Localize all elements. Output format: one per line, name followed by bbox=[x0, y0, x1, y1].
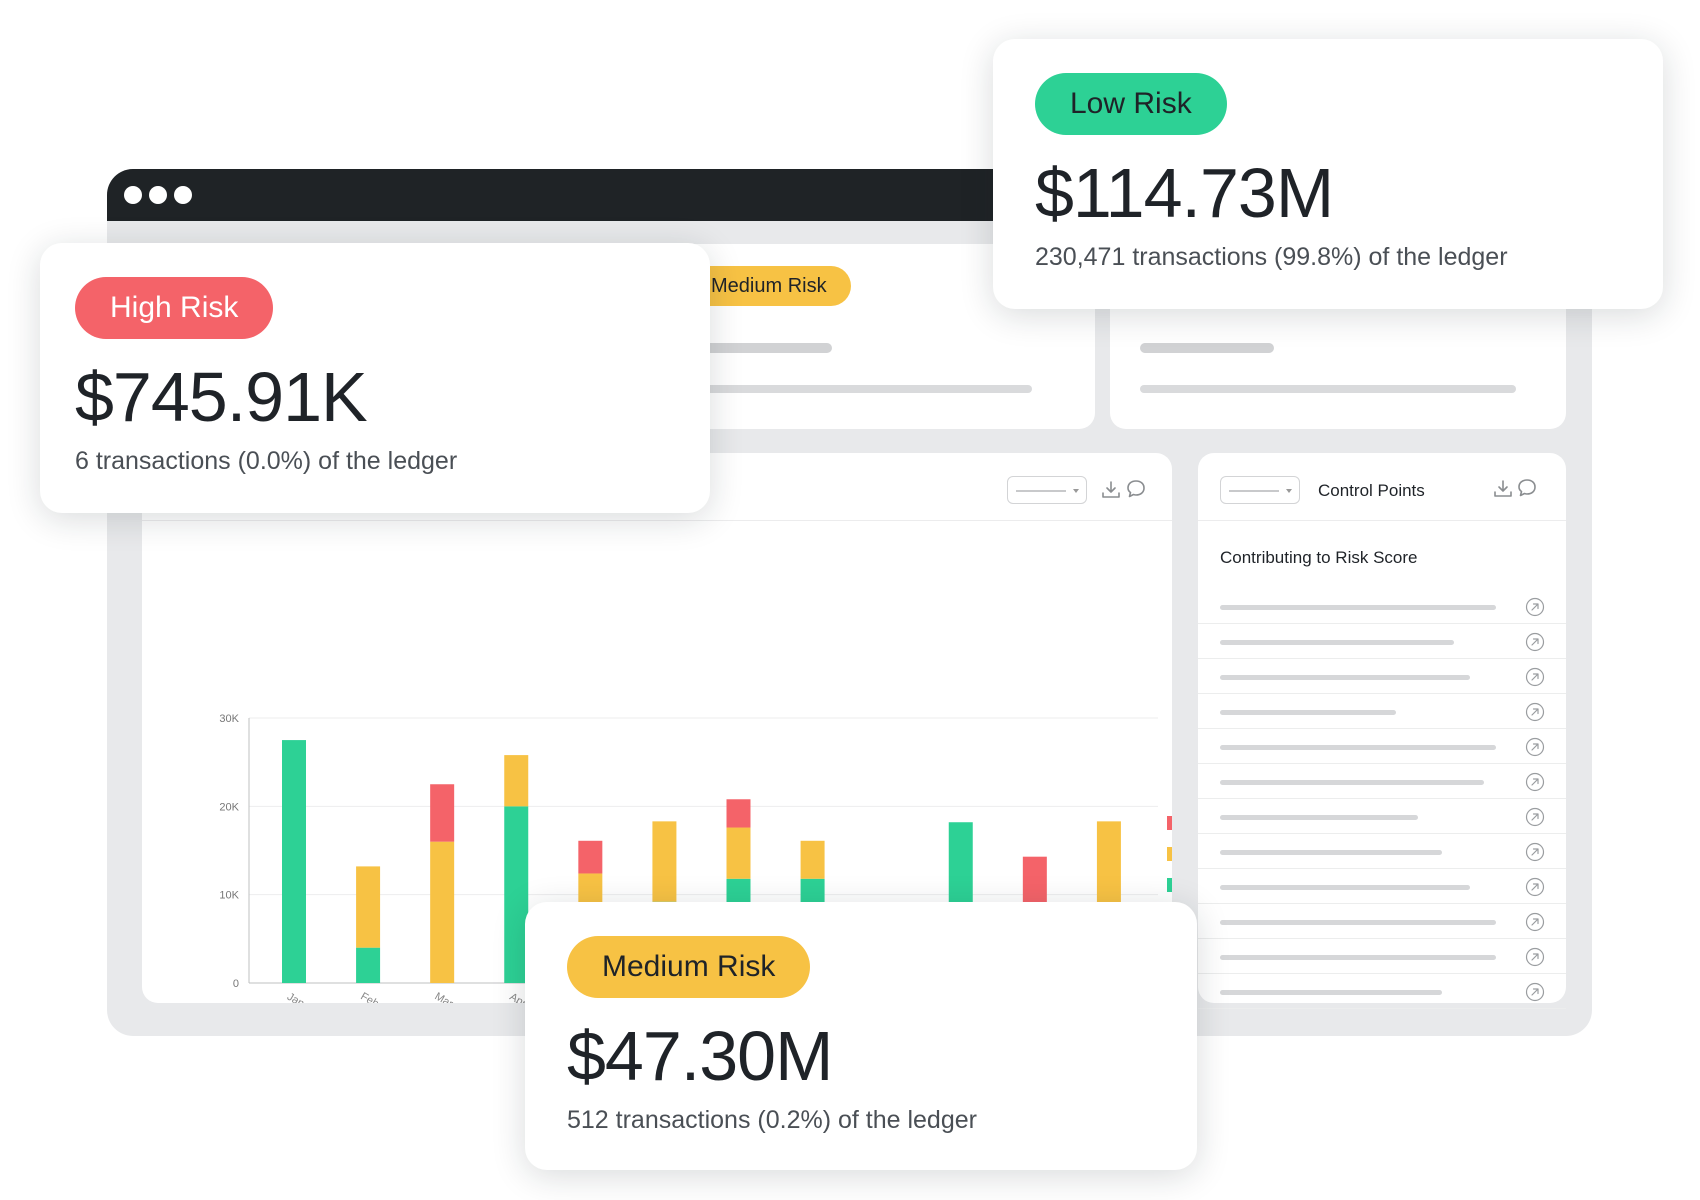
panel-divider bbox=[1198, 520, 1566, 521]
control-point-row[interactable] bbox=[1198, 799, 1566, 834]
bar-low-jan bbox=[282, 740, 306, 983]
control-point-row[interactable] bbox=[1198, 729, 1566, 764]
bar-medium-feb bbox=[356, 866, 381, 948]
high-risk-amount: $745.91K bbox=[75, 358, 368, 436]
low-risk-badge: Low Risk bbox=[1035, 73, 1227, 135]
medium-risk-badge: Medium Risk bbox=[567, 936, 811, 998]
comment-icon[interactable] bbox=[1516, 477, 1538, 499]
high-risk-badge: High Risk bbox=[75, 277, 274, 339]
arrow-up-right-circle-icon[interactable] bbox=[1525, 912, 1545, 932]
x-tick-label: Mar bbox=[432, 990, 455, 1003]
download-icon[interactable] bbox=[1100, 479, 1122, 501]
control-point-row[interactable] bbox=[1198, 624, 1566, 659]
placeholder-line bbox=[1220, 710, 1396, 715]
medium-risk-description: 512 transactions (0.2%) of the ledger bbox=[567, 1106, 977, 1134]
medium-risk-amount: $47.30M bbox=[567, 1017, 833, 1095]
low-risk-amount: $114.73M bbox=[1035, 154, 1334, 232]
bar-low-apr bbox=[504, 806, 529, 983]
y-tick-label: 10K bbox=[219, 890, 239, 902]
placeholder-line bbox=[1220, 885, 1470, 890]
placeholder-line bbox=[1220, 780, 1484, 785]
download-icon[interactable] bbox=[1492, 478, 1514, 500]
arrow-up-right-circle-icon[interactable] bbox=[1525, 632, 1545, 652]
control-point-row[interactable] bbox=[1198, 974, 1566, 1009]
chevron-down-icon bbox=[1286, 489, 1292, 493]
y-tick-label: 20K bbox=[219, 801, 239, 813]
legend-swatch-medium bbox=[1167, 847, 1172, 861]
bar-high-mar bbox=[430, 784, 455, 842]
control-point-row[interactable] bbox=[1198, 764, 1566, 799]
arrow-up-right-circle-icon[interactable] bbox=[1525, 877, 1545, 897]
placeholder-line bbox=[1220, 745, 1496, 750]
y-tick-label: 30K bbox=[219, 713, 239, 725]
arrow-up-right-circle-icon[interactable] bbox=[1525, 667, 1545, 687]
placeholder-line bbox=[1220, 990, 1442, 995]
low-risk-description: 230,471 transactions (99.8%) of the ledg… bbox=[1035, 243, 1508, 271]
window-control-dot[interactable] bbox=[124, 186, 142, 204]
panel-divider bbox=[142, 520, 1172, 521]
control-point-row[interactable] bbox=[1198, 834, 1566, 869]
arrow-up-right-circle-icon[interactable] bbox=[1525, 807, 1545, 827]
arrow-up-right-circle-icon[interactable] bbox=[1525, 947, 1545, 967]
placeholder-line bbox=[1220, 850, 1442, 855]
placeholder-line bbox=[1220, 605, 1496, 610]
x-tick-label: Jan bbox=[285, 991, 306, 1003]
control-point-row[interactable] bbox=[1198, 589, 1566, 624]
arrow-up-right-circle-icon[interactable] bbox=[1525, 737, 1545, 757]
dropdown-value-placeholder bbox=[1229, 490, 1279, 492]
control-point-row[interactable] bbox=[1198, 939, 1566, 974]
arrow-up-right-circle-icon[interactable] bbox=[1525, 842, 1545, 862]
chevron-down-icon bbox=[1073, 489, 1079, 493]
bar-medium-apr bbox=[504, 755, 529, 807]
arrow-up-right-circle-icon[interactable] bbox=[1525, 702, 1545, 722]
control-point-row[interactable] bbox=[1198, 869, 1566, 904]
legend-swatch-low bbox=[1167, 878, 1172, 892]
placeholder-line bbox=[1140, 343, 1274, 353]
placeholder-line bbox=[1140, 385, 1516, 393]
contributing-subtitle: Contributing to Risk Score bbox=[1220, 548, 1418, 567]
legend-swatch-high bbox=[1167, 816, 1172, 830]
dropdown-value-placeholder bbox=[1016, 490, 1066, 492]
placeholder-line bbox=[1220, 920, 1496, 925]
x-tick-label: Feb bbox=[358, 990, 380, 1003]
chart-filter-dropdown[interactable] bbox=[1007, 476, 1087, 504]
placeholder-line bbox=[1220, 815, 1418, 820]
arrow-up-right-circle-icon[interactable] bbox=[1525, 597, 1545, 617]
placeholder-line bbox=[1220, 640, 1454, 645]
bar-medium-aug bbox=[800, 840, 825, 879]
y-tick-label: 0 bbox=[233, 978, 239, 990]
high-risk-card: High Risk $745.91K 6 transactions (0.0%)… bbox=[40, 243, 710, 513]
bar-high-may bbox=[578, 840, 603, 874]
control-point-row[interactable] bbox=[1198, 694, 1566, 729]
high-risk-description: 6 transactions (0.0%) of the ledger bbox=[75, 447, 458, 475]
bar-medium-mar bbox=[430, 841, 455, 983]
medium-risk-card: Medium Risk $47.30M 512 transactions (0.… bbox=[525, 902, 1197, 1170]
placeholder-line bbox=[1220, 675, 1470, 680]
placeholder-line bbox=[1220, 955, 1496, 960]
placeholder-line bbox=[702, 385, 1032, 393]
medium-risk-badge: Medium Risk bbox=[687, 266, 851, 306]
control-points-panel: Control Points Contributing to Risk Scor… bbox=[1198, 453, 1566, 1009]
control-points-dropdown[interactable] bbox=[1220, 476, 1300, 504]
control-point-row[interactable] bbox=[1198, 904, 1566, 939]
control-point-row[interactable] bbox=[1198, 659, 1566, 694]
placeholder-line bbox=[702, 343, 832, 353]
bar-low-feb bbox=[356, 947, 381, 983]
control-points-title: Control Points bbox=[1318, 481, 1425, 500]
comment-icon[interactable] bbox=[1125, 478, 1147, 500]
low-risk-card: Low Risk $114.73M 230,471 transactions (… bbox=[993, 39, 1663, 309]
bar-high-jul bbox=[726, 799, 751, 828]
bar-medium-jun bbox=[652, 821, 677, 902]
arrow-up-right-circle-icon[interactable] bbox=[1525, 772, 1545, 792]
arrow-up-right-circle-icon[interactable] bbox=[1525, 982, 1545, 1002]
window-control-dot[interactable] bbox=[149, 186, 167, 204]
bar-medium-jul bbox=[726, 827, 751, 879]
window-control-dot[interactable] bbox=[174, 186, 192, 204]
